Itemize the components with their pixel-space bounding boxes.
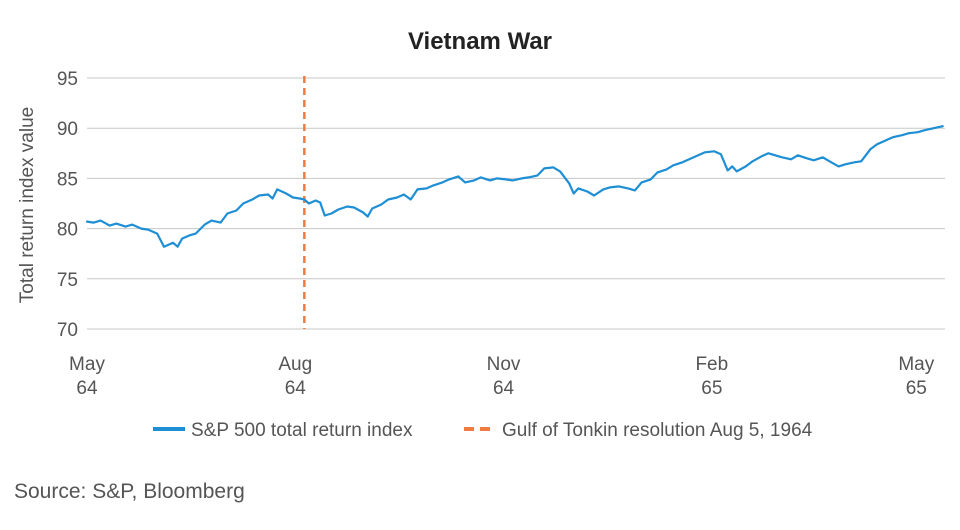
chart-svg: Vietnam War 70 75 80 85 90 95 May 64 Aug 64 Nov 64… bbox=[17, 28, 945, 441]
y-tick-label-80: 80 bbox=[57, 220, 78, 241]
legend: S&P 500 total return index Gulf of Tonki… bbox=[153, 420, 813, 441]
y-axis-title: Total return index value bbox=[17, 107, 38, 303]
y-tick-labels: 70 75 80 85 90 95 bbox=[57, 69, 78, 341]
x-tick-label-0-month: May bbox=[69, 354, 105, 375]
x-tick-label-4-month: May bbox=[898, 354, 934, 375]
chart-title: Vietnam War bbox=[408, 28, 552, 55]
x-tick-label-2-month: Nov bbox=[487, 354, 521, 375]
y-tick-label-95: 95 bbox=[57, 69, 78, 90]
series-group bbox=[85, 125, 944, 248]
x-tick-label-4-year: 65 bbox=[906, 378, 927, 399]
series-line-0 bbox=[85, 125, 944, 248]
y-tick-label-75: 75 bbox=[57, 270, 78, 291]
x-tick-label-3-month: Feb bbox=[695, 354, 728, 375]
source-note: Source: S&P, Bloomberg bbox=[14, 480, 245, 503]
y-tick-label-85: 85 bbox=[57, 169, 78, 190]
legend-label-event: Gulf of Tonkin resolution Aug 5, 1964 bbox=[502, 420, 813, 441]
y-tick-label-70: 70 bbox=[57, 320, 78, 341]
y-tick-label-90: 90 bbox=[57, 119, 78, 140]
grid-lines bbox=[87, 77, 945, 330]
x-tick-label-0-year: 64 bbox=[76, 378, 98, 399]
x-tick-label-3-year: 65 bbox=[701, 378, 722, 399]
x-tick-labels: May 64 Aug 64 Nov 64 Feb 65 May 65 bbox=[69, 354, 935, 399]
x-tick-label-1-year: 64 bbox=[285, 378, 307, 399]
legend-label-series: S&P 500 total return index bbox=[191, 420, 413, 441]
x-tick-label-1-month: Aug bbox=[278, 354, 312, 375]
x-tick-label-2-year: 64 bbox=[493, 378, 515, 399]
